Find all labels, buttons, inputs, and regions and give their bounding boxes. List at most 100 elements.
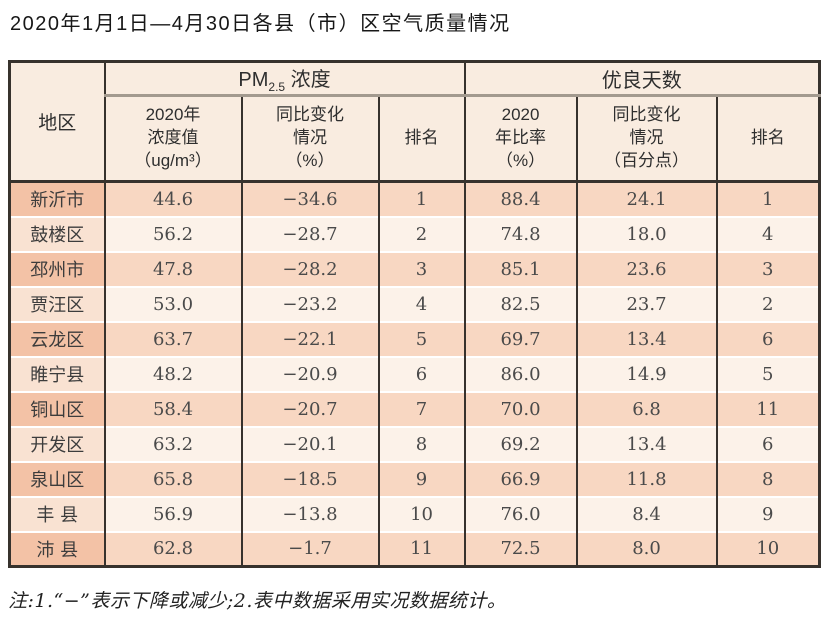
col-group-pm25: PM2.5 浓度 — [103, 60, 466, 97]
region-cell: 贾汪区 — [8, 285, 106, 322]
days-change-cell: 13.4 — [575, 425, 718, 462]
header-sub-row: 2020年 浓度值 （ug/m³） 同比变化 情况 （%） 排名 2020 年比… — [10, 94, 821, 183]
days-ratio-cell: 70.0 — [463, 390, 578, 427]
days-ratio-cell: 72.5 — [463, 530, 578, 567]
pm-rank-cell: 10 — [377, 495, 466, 532]
pm-rank-cell: 8 — [377, 425, 466, 462]
col-header-days-rank: 排名 — [715, 94, 821, 183]
days-rank-cell: 2 — [715, 285, 821, 322]
pm-change-cell: −28.7 — [240, 215, 380, 252]
region-cell: 沛 县 — [8, 530, 106, 567]
days-ratio-cell: 86.0 — [463, 355, 578, 392]
days-rank-cell: 6 — [715, 320, 821, 357]
pm-change-cell: −22.1 — [240, 320, 380, 357]
pm-value-cell: 58.4 — [103, 390, 243, 427]
table-row: 鼓楼区 56.2 −28.7 2 74.8 18.0 4 — [8, 215, 821, 252]
pm-value-cell: 48.2 — [103, 355, 243, 392]
pm-value-cell: 63.2 — [103, 425, 243, 462]
days-change-cell: 13.4 — [575, 320, 718, 357]
header-group-row: 地区 PM2.5 浓度 优良天数 — [8, 60, 821, 183]
table-row: 贾汪区 53.0 −23.2 4 82.5 23.7 2 — [8, 285, 821, 322]
pm-rank-cell: 9 — [377, 460, 466, 497]
table-row: 沛 县 62.8 −1.7 11 72.5 8.0 10 — [8, 530, 821, 567]
days-change-cell: 18.0 — [575, 215, 718, 252]
days-rank-cell: 1 — [715, 181, 821, 217]
pm-rank-cell: 1 — [377, 181, 466, 217]
days-ratio-cell: 85.1 — [463, 250, 578, 287]
pm25-subscript: 2.5 — [268, 80, 286, 94]
pm-value-cell: 47.8 — [103, 250, 243, 287]
days-rank-cell: 6 — [715, 425, 821, 462]
pm-value-cell: 63.7 — [103, 320, 243, 357]
days-rank-cell: 11 — [715, 390, 821, 427]
pm-value-cell: 53.0 — [103, 285, 243, 322]
col-header-days-ratio: 2020 年比率 （%） — [463, 94, 578, 183]
pm-change-cell: −23.2 — [240, 285, 380, 322]
region-cell: 泉山区 — [8, 460, 106, 497]
col-header-pm-rank: 排名 — [377, 94, 466, 183]
days-ratio-cell: 88.4 — [463, 181, 578, 217]
pm-change-cell: −20.1 — [240, 425, 380, 462]
pm-change-cell: −28.2 — [240, 250, 380, 287]
days-change-cell: 8.0 — [575, 530, 718, 567]
col-header-region: 地区 — [8, 60, 106, 183]
col-group-good-days: 优良天数 — [463, 60, 821, 97]
days-change-cell: 14.9 — [575, 355, 718, 392]
pm-value-cell: 44.6 — [103, 181, 243, 217]
pm25-label: PM — [238, 69, 269, 91]
days-rank-cell: 4 — [715, 215, 821, 252]
table-header: 地区 PM2.5 浓度 优良天数 2020年 浓度值 （ug/m³） 同比变化 … — [8, 60, 821, 183]
days-rank-cell: 9 — [715, 495, 821, 532]
pm-value-cell: 65.8 — [103, 460, 243, 497]
days-rank-cell: 3 — [715, 250, 821, 287]
days-change-cell: 24.1 — [575, 181, 718, 217]
pm-change-cell: −1.7 — [240, 530, 380, 567]
table-row: 丰 县 56.9 −13.8 10 76.0 8.4 9 — [8, 495, 821, 532]
days-change-cell: 11.8 — [575, 460, 718, 497]
pm-rank-cell: 2 — [377, 215, 466, 252]
region-cell: 睢宁县 — [8, 355, 106, 392]
days-ratio-cell: 69.7 — [463, 320, 578, 357]
col-header-pm-change: 同比变化 情况 （%） — [240, 94, 380, 183]
days-ratio-cell: 82.5 — [463, 285, 578, 322]
days-rank-cell: 8 — [715, 460, 821, 497]
table-body: 新沂市 44.6 −34.6 1 88.4 24.1 1 鼓楼区 56.2 −2… — [8, 181, 821, 567]
table-row: 新沂市 44.6 −34.6 1 88.4 24.1 1 — [8, 181, 821, 217]
pm-rank-cell: 11 — [377, 530, 466, 567]
table-row: 铜山区 58.4 −20.7 7 70.0 6.8 11 — [8, 390, 821, 427]
days-change-cell: 8.4 — [575, 495, 718, 532]
region-cell: 铜山区 — [8, 390, 106, 427]
days-ratio-cell: 66.9 — [463, 460, 578, 497]
table-row: 泉山区 65.8 −18.5 9 66.9 11.8 8 — [8, 460, 821, 497]
col-header-pm-value: 2020年 浓度值 （ug/m³） — [103, 94, 243, 183]
days-ratio-cell: 69.2 — [463, 425, 578, 462]
table-row: 云龙区 63.7 −22.1 5 69.7 13.4 6 — [8, 320, 821, 357]
pm-change-cell: −20.7 — [240, 390, 380, 427]
footnote: 注:1.“−”表示下降或减少;2.表中数据采用实况数据统计。 — [8, 590, 507, 612]
air-quality-table: 地区 PM2.5 浓度 优良天数 2020年 浓度值 （ug/m³） 同比变化 … — [8, 60, 822, 568]
days-change-cell: 6.8 — [575, 390, 718, 427]
pm-rank-cell: 5 — [377, 320, 466, 357]
days-change-cell: 23.7 — [575, 285, 718, 322]
pm-rank-cell: 6 — [377, 355, 466, 392]
region-cell: 新沂市 — [8, 181, 106, 217]
col-header-days-change: 同比变化 情况 （百分点） — [575, 94, 718, 183]
region-cell: 鼓楼区 — [8, 215, 106, 252]
pm-value-cell: 56.2 — [103, 215, 243, 252]
page-title: 2020年1月1日—4月30日各县（市）区空气质量情况 — [10, 13, 511, 35]
pm-rank-cell: 3 — [377, 250, 466, 287]
pm-change-cell: −18.5 — [240, 460, 380, 497]
days-ratio-cell: 76.0 — [463, 495, 578, 532]
pm25-label-suffix: 浓度 — [285, 69, 331, 91]
region-cell: 邳州市 — [8, 250, 106, 287]
pm-value-cell: 62.8 — [103, 530, 243, 567]
days-rank-cell: 10 — [715, 530, 821, 567]
pm-value-cell: 56.9 — [103, 495, 243, 532]
days-change-cell: 23.6 — [575, 250, 718, 287]
pm-rank-cell: 7 — [377, 390, 466, 427]
table-row: 睢宁县 48.2 −20.9 6 86.0 14.9 5 — [8, 355, 821, 392]
region-cell: 丰 县 — [8, 495, 106, 532]
table-row: 开发区 63.2 −20.1 8 69.2 13.4 6 — [8, 425, 821, 462]
pm-change-cell: −20.9 — [240, 355, 380, 392]
